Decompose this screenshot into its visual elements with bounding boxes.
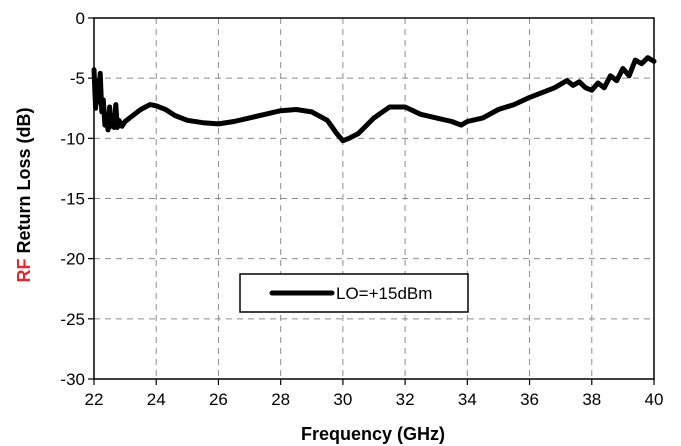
y-tick-label: -15 — [60, 190, 85, 209]
grid-lines — [94, 18, 654, 379]
x-tick-label: 40 — [645, 390, 664, 409]
x-tick-label: 34 — [458, 390, 477, 409]
x-tick-label: 38 — [582, 390, 601, 409]
x-tick-label: 22 — [85, 390, 104, 409]
x-tick-label: 30 — [333, 390, 352, 409]
y-tick-labels: 0 -5 -10 -15 -20 -25 -30 — [60, 9, 94, 389]
x-tick-labels: 22 24 26 28 30 32 34 36 38 40 — [85, 379, 664, 409]
y-tick-label: -5 — [70, 69, 85, 88]
y-tick-label: -30 — [60, 370, 85, 389]
y-tick-label: -25 — [60, 310, 85, 329]
legend-label-lo-15dbm: LO=+15dBm — [336, 284, 432, 303]
x-tick-label: 24 — [147, 390, 166, 409]
legend: LO=+15dBm — [239, 273, 469, 313]
x-tick-label: 36 — [520, 390, 539, 409]
series-line-0 — [91, 55, 657, 144]
y-axis-title-rest: Return Loss (dB) — [14, 107, 34, 258]
y-axis-title-rf: RF — [14, 259, 34, 283]
x-tick-label: 28 — [271, 390, 290, 409]
y-tick-label: -10 — [60, 129, 85, 148]
series-layer — [91, 55, 657, 144]
x-axis-title: Frequency (GHz) — [301, 424, 445, 444]
y-axis-title: RF Return Loss (dB) — [14, 107, 34, 282]
x-tick-label: 26 — [209, 390, 228, 409]
y-tick-label: 0 — [76, 9, 85, 28]
y-tick-label: -20 — [60, 250, 85, 269]
x-tick-label: 32 — [396, 390, 415, 409]
